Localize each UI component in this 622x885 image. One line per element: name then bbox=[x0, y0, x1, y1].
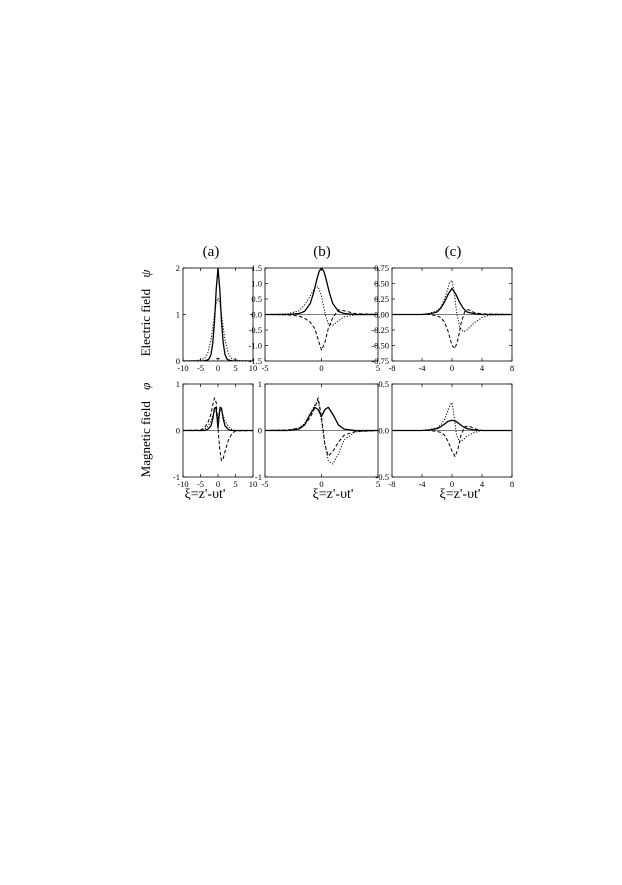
x-tick-label: 4 bbox=[480, 479, 485, 489]
y-tick-label: -0.5 bbox=[249, 325, 262, 335]
y-tick-label: -1 bbox=[173, 472, 180, 482]
series-solid-line bbox=[265, 268, 378, 316]
y-tick-label: 0.50 bbox=[374, 279, 389, 289]
series-solid-line bbox=[183, 406, 253, 432]
y-tick-label: -0.25 bbox=[371, 325, 389, 335]
row-symbol-phi: φ bbox=[138, 383, 153, 390]
x-tick-label: -4 bbox=[418, 479, 426, 489]
x-tick-label: 8 bbox=[510, 479, 514, 489]
x-tick-label: 0 bbox=[319, 363, 323, 373]
y-tick-label: 1.0 bbox=[251, 279, 262, 289]
x-tick-label: -5 bbox=[197, 363, 204, 373]
x-tick-label: -5 bbox=[261, 363, 268, 373]
y-tick-label: 2 bbox=[176, 263, 180, 273]
x-tick-label: 5 bbox=[233, 479, 237, 489]
series-dashed-line bbox=[392, 309, 512, 350]
x-tick-label: 0 bbox=[216, 479, 220, 489]
y-tick-label: 0 bbox=[176, 426, 180, 436]
series-solid-line bbox=[183, 268, 253, 361]
y-tick-label: 0.25 bbox=[374, 294, 389, 304]
series-dashed-line bbox=[265, 309, 378, 351]
row-symbol-psi: ψ bbox=[138, 269, 153, 278]
y-tick-label: 0 bbox=[176, 356, 180, 366]
y-tick-label: -0.5 bbox=[376, 472, 389, 482]
chart-b-top: -5 0 5 -1.5 -1.0 -0.5 0.0 0.5 1.0 1.5 bbox=[249, 263, 381, 373]
y-tick-label: 0 bbox=[258, 426, 262, 436]
row-label-magnetic-text: Magnetic field bbox=[138, 401, 153, 478]
x-tick-label: 8 bbox=[510, 363, 514, 373]
svg-text:Electric field ψ: Electric field ψ bbox=[138, 269, 153, 357]
panel-label-c: (c) bbox=[445, 244, 462, 260]
y-tick-label: 1 bbox=[176, 310, 180, 320]
plot-frame bbox=[182, 267, 254, 362]
chart-a-bottom: -10 -5 0 5 10-101 bbox=[173, 379, 257, 489]
y-tick-label: -1 bbox=[255, 472, 262, 482]
x-tick-label: 0 bbox=[450, 479, 454, 489]
x-tick-label: 10 bbox=[249, 479, 258, 489]
x-tick-label: -4 bbox=[418, 363, 426, 373]
x-tick-label: -10 bbox=[177, 363, 188, 373]
y-tick-label: 0.00 bbox=[374, 310, 389, 320]
row-label-magnetic: Magnetic field φ bbox=[138, 383, 153, 478]
x-tick-label: 0 bbox=[319, 479, 323, 489]
series-dotted-line bbox=[183, 297, 253, 361]
x-tick-label: 5 bbox=[233, 363, 237, 373]
y-tick-label: 1.5 bbox=[251, 263, 262, 273]
y-tick-label: 0.0 bbox=[378, 426, 389, 436]
xlabel-a: ξ=z'-υt' bbox=[185, 487, 226, 502]
series-solid-line bbox=[265, 406, 378, 432]
y-tick-label: 1 bbox=[258, 379, 262, 389]
x-tick-label: 0 bbox=[450, 363, 454, 373]
y-tick-label: -0.75 bbox=[371, 356, 389, 366]
x-tick-label: -5 bbox=[261, 479, 268, 489]
y-tick-label: 1 bbox=[176, 379, 180, 389]
series-dotted-line bbox=[265, 399, 378, 465]
x-tick-label: 4 bbox=[480, 363, 485, 373]
svg-text:Magnetic field φ: Magnetic field φ bbox=[138, 383, 153, 478]
y-tick-label: 0.75 bbox=[374, 263, 389, 273]
x-tick-label: -8 bbox=[388, 479, 395, 489]
y-tick-label: -1.5 bbox=[249, 356, 262, 366]
y-tick-label: 0.0 bbox=[251, 310, 262, 320]
x-tick-label: 5 bbox=[376, 363, 380, 373]
series-dotted-line bbox=[183, 409, 253, 431]
panel-label-b: (b) bbox=[313, 244, 331, 260]
xlabel-b: ξ=z'-υt' bbox=[313, 487, 354, 502]
x-tick-label: 0 bbox=[216, 363, 220, 373]
chart-b-bottom: -5 0 5 -1 0 1 bbox=[255, 379, 380, 489]
series-solid-line bbox=[392, 419, 512, 432]
series-dashed-line bbox=[265, 397, 378, 457]
row-label-electric: Electric field ψ bbox=[138, 269, 153, 357]
xlabel-c: ξ=z'-υt' bbox=[440, 487, 481, 502]
row-label-electric-text: Electric field bbox=[138, 288, 153, 356]
panel-label-a: (a) bbox=[203, 244, 220, 260]
series-dashed-line bbox=[183, 397, 253, 462]
x-tick-label: -8 bbox=[388, 363, 395, 373]
chart-c-top: -8 -4 0 4 8 -0.75 -0.50 -0.25 0.00 0.25 0.50 0.75 bbox=[371, 263, 514, 373]
series-solid-line bbox=[392, 287, 512, 316]
chart-a-top: -10 -5 0 5 10 0 1 2 bbox=[176, 263, 258, 373]
series-dashed-line bbox=[392, 425, 512, 458]
y-tick-label: -0.50 bbox=[371, 341, 389, 351]
series-dotted-line bbox=[392, 402, 512, 443]
x-tick-label: -10 bbox=[177, 479, 188, 489]
y-tick-label: 0.5 bbox=[378, 379, 389, 389]
y-tick-label: -1.0 bbox=[249, 341, 262, 351]
x-tick-label: -5 bbox=[197, 479, 204, 489]
x-tick-label: 5 bbox=[376, 479, 380, 489]
chart-c-bottom: -8 -4 0 4 8 -0.5 0.0 0.5 bbox=[376, 379, 515, 489]
series-dotted-line bbox=[265, 286, 378, 326]
x-tick-label: 10 bbox=[249, 363, 258, 373]
y-tick-label: 0.5 bbox=[251, 294, 262, 304]
